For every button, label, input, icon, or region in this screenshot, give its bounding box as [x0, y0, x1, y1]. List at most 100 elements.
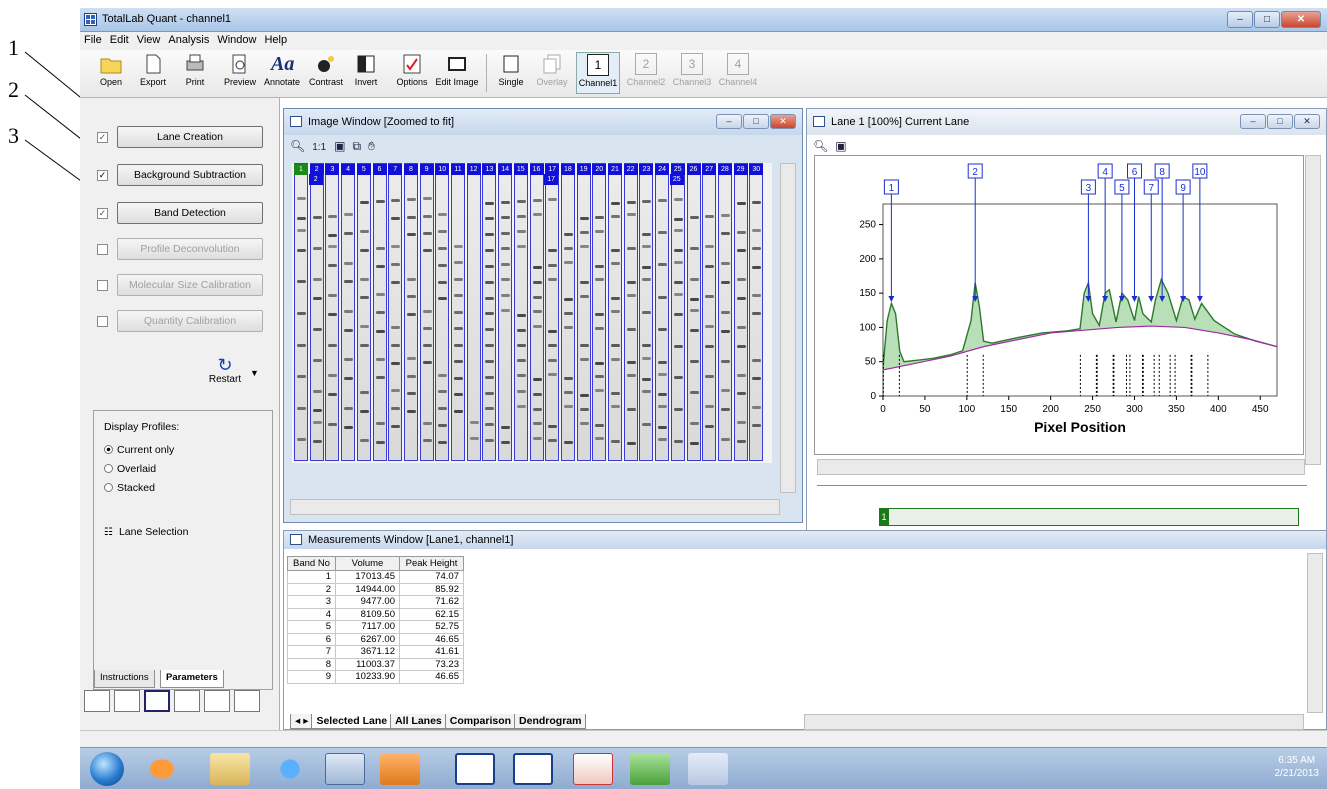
fit-icon[interactable]: ▣ [334, 139, 353, 153]
export-button[interactable]: Export [136, 52, 170, 94]
radio-stacked[interactable]: Stacked [104, 482, 155, 494]
table-icon[interactable] [174, 690, 200, 712]
channel3-button[interactable]: 3 Channel3 [670, 52, 714, 94]
gel-lane[interactable]: 3 [325, 163, 340, 461]
lane-edit-icon[interactable] [114, 690, 140, 712]
plot-horizontal-scrollbar[interactable] [817, 459, 1305, 475]
hand-icon[interactable]: ✋︎ [368, 139, 382, 153]
table-row[interactable]: 2 14944.00 85.92 [287, 582, 464, 596]
image-vertical-scrollbar[interactable] [780, 163, 796, 493]
zoom-icon[interactable]: 🔍︎ [290, 139, 313, 153]
table-row[interactable]: 8 11003.37 73.23 [287, 657, 464, 671]
gel-lane[interactable]: 13 [482, 163, 497, 461]
tab-instructions[interactable]: Instructions [94, 670, 155, 688]
radio-current-only[interactable]: Current only [104, 444, 174, 456]
gel-lane[interactable]: 6 [372, 163, 387, 461]
minimize-button[interactable]: – [1227, 11, 1253, 28]
radio-overlaid[interactable]: Overlaid [104, 463, 156, 475]
outlook-icon[interactable] [380, 753, 420, 785]
menu-view[interactable]: View [136, 34, 161, 46]
calibration-curve-icon[interactable] [204, 690, 230, 712]
lane-fit-icon[interactable]: ▣ [835, 139, 854, 153]
open-button[interactable]: Open [94, 52, 128, 94]
tab-dendrogram[interactable]: Dendrogram [514, 714, 587, 729]
media-player-icon[interactable] [142, 753, 182, 785]
profile-chart[interactable]: 0 50 100 150 200 250 300 350 400 450 0 50 100 150 200 2… [815, 156, 1303, 454]
menu-edit[interactable]: Edit [109, 34, 129, 46]
table-row[interactable]: 5 7117.00 52.75 [287, 620, 464, 634]
gel-lane[interactable]: 24 [655, 163, 670, 461]
tab-all-lanes[interactable]: All Lanes [390, 714, 447, 729]
measurements-horizontal-scrollbar[interactable] [804, 714, 1304, 730]
band-detection-check[interactable]: ✓ [97, 208, 108, 219]
channel1-button[interactable]: 1 Channel1 [576, 52, 620, 94]
table-row[interactable]: 9 10233.90 46.65 [287, 670, 464, 684]
gel-lane[interactable]: 23 [639, 163, 654, 461]
app-icon-1[interactable] [325, 753, 365, 785]
channel4-button[interactable]: 4 Channel4 [716, 52, 760, 94]
menu-help[interactable]: Help [264, 34, 288, 46]
gel-lane[interactable]: 5 [356, 163, 371, 461]
profile-deconvolution-button[interactable]: Profile Deconvolution [117, 238, 263, 260]
molecular-size-calibration-check[interactable] [97, 280, 108, 291]
start-button[interactable] [90, 752, 124, 786]
histogram-icon[interactable] [234, 690, 260, 712]
totallab-taskbar-icon[interactable] [455, 753, 495, 785]
gel-lane[interactable]: 14 [498, 163, 513, 461]
lane-window-minimize[interactable]: – [1240, 114, 1266, 129]
tab-comparison[interactable]: Comparison [444, 714, 517, 729]
lane-creation-check[interactable]: ✓ [97, 132, 108, 143]
tab-scroll-arrows[interactable]: ◂ ▸ [290, 714, 314, 729]
totallab-taskbar-icon-2[interactable] [513, 753, 553, 785]
close-button[interactable]: ✕ [1281, 11, 1321, 28]
band-detection-button[interactable]: Band Detection [117, 202, 263, 224]
gel-lane[interactable]: 19 [576, 163, 591, 461]
gel-lane[interactable]: 16 [529, 163, 544, 461]
app-icon-3[interactable] [688, 753, 728, 785]
image-window-minimize[interactable]: – [716, 114, 742, 129]
app-icon-2[interactable] [630, 753, 670, 785]
gel-lane[interactable]: 8 [403, 163, 418, 461]
measurements-vertical-scrollbar[interactable] [1307, 553, 1323, 713]
file-explorer-icon[interactable] [210, 753, 250, 785]
gel-lane[interactable]: 4 [341, 163, 356, 461]
image-horizontal-scrollbar[interactable] [290, 499, 780, 515]
plot-vertical-scrollbar[interactable] [1305, 155, 1321, 465]
print-button[interactable]: Print [178, 52, 212, 94]
gel-lane[interactable]: 20 [592, 163, 607, 461]
table-row[interactable]: 1 17013.45 74.07 [287, 570, 464, 584]
gel-lane[interactable]: 29 [733, 163, 748, 461]
zoom-1to1-button[interactable]: 1:1 [312, 142, 327, 153]
gel-lane[interactable]: 22 [623, 163, 638, 461]
channel2-button[interactable]: 2 Channel2 [624, 52, 668, 94]
gel-lane[interactable]: 12 [466, 163, 481, 461]
image-window-maximize[interactable]: □ [743, 114, 769, 129]
gel-lane[interactable]: 2 [309, 163, 324, 461]
table-row[interactable]: 6 6267.00 46.65 [287, 632, 464, 646]
tab-parameters[interactable]: Parameters [160, 670, 224, 688]
lane-window-maximize[interactable]: □ [1267, 114, 1293, 129]
single-button[interactable]: Single [494, 52, 528, 94]
table-row[interactable]: 7 3671.12 41.61 [287, 645, 464, 659]
lane-selection-button[interactable]: ☷ Lane Selection [104, 526, 189, 538]
gel-lane[interactable]: 10 [435, 163, 450, 461]
gel-image[interactable]: 1 2 2 3 4 5 6 7 8 9 10 11 12 13 14 15 16 17 17 18 19 20 21 22 23… [292, 163, 772, 463]
contrast-button[interactable]: Contrast [306, 52, 346, 94]
overlay-button[interactable]: Overlay [534, 52, 570, 94]
gel-lane[interactable]: 30 [749, 163, 764, 461]
table-row[interactable]: 3 9477.00 71.62 [287, 595, 464, 609]
gel-lane[interactable]: 18 [560, 163, 575, 461]
menu-analysis[interactable]: Analysis [168, 34, 210, 46]
profile-icon[interactable] [144, 690, 170, 712]
column-header[interactable]: Band No [287, 556, 336, 571]
edit-image-button[interactable]: Edit Image [434, 52, 480, 94]
lane-zoom-icon[interactable]: 🔍︎ [813, 139, 836, 153]
background-subtraction-button[interactable]: Background Subtraction [117, 164, 263, 186]
gel-lane[interactable]: 25 [670, 163, 685, 461]
gel-lane[interactable]: 11 [451, 163, 465, 461]
invert-button[interactable]: Invert [348, 52, 384, 94]
preview-button[interactable]: Preview [220, 52, 260, 94]
gel-lane[interactable]: 1 [294, 163, 308, 461]
image-window-close[interactable]: ✕ [770, 114, 796, 129]
menu-window[interactable]: Window [217, 34, 257, 46]
